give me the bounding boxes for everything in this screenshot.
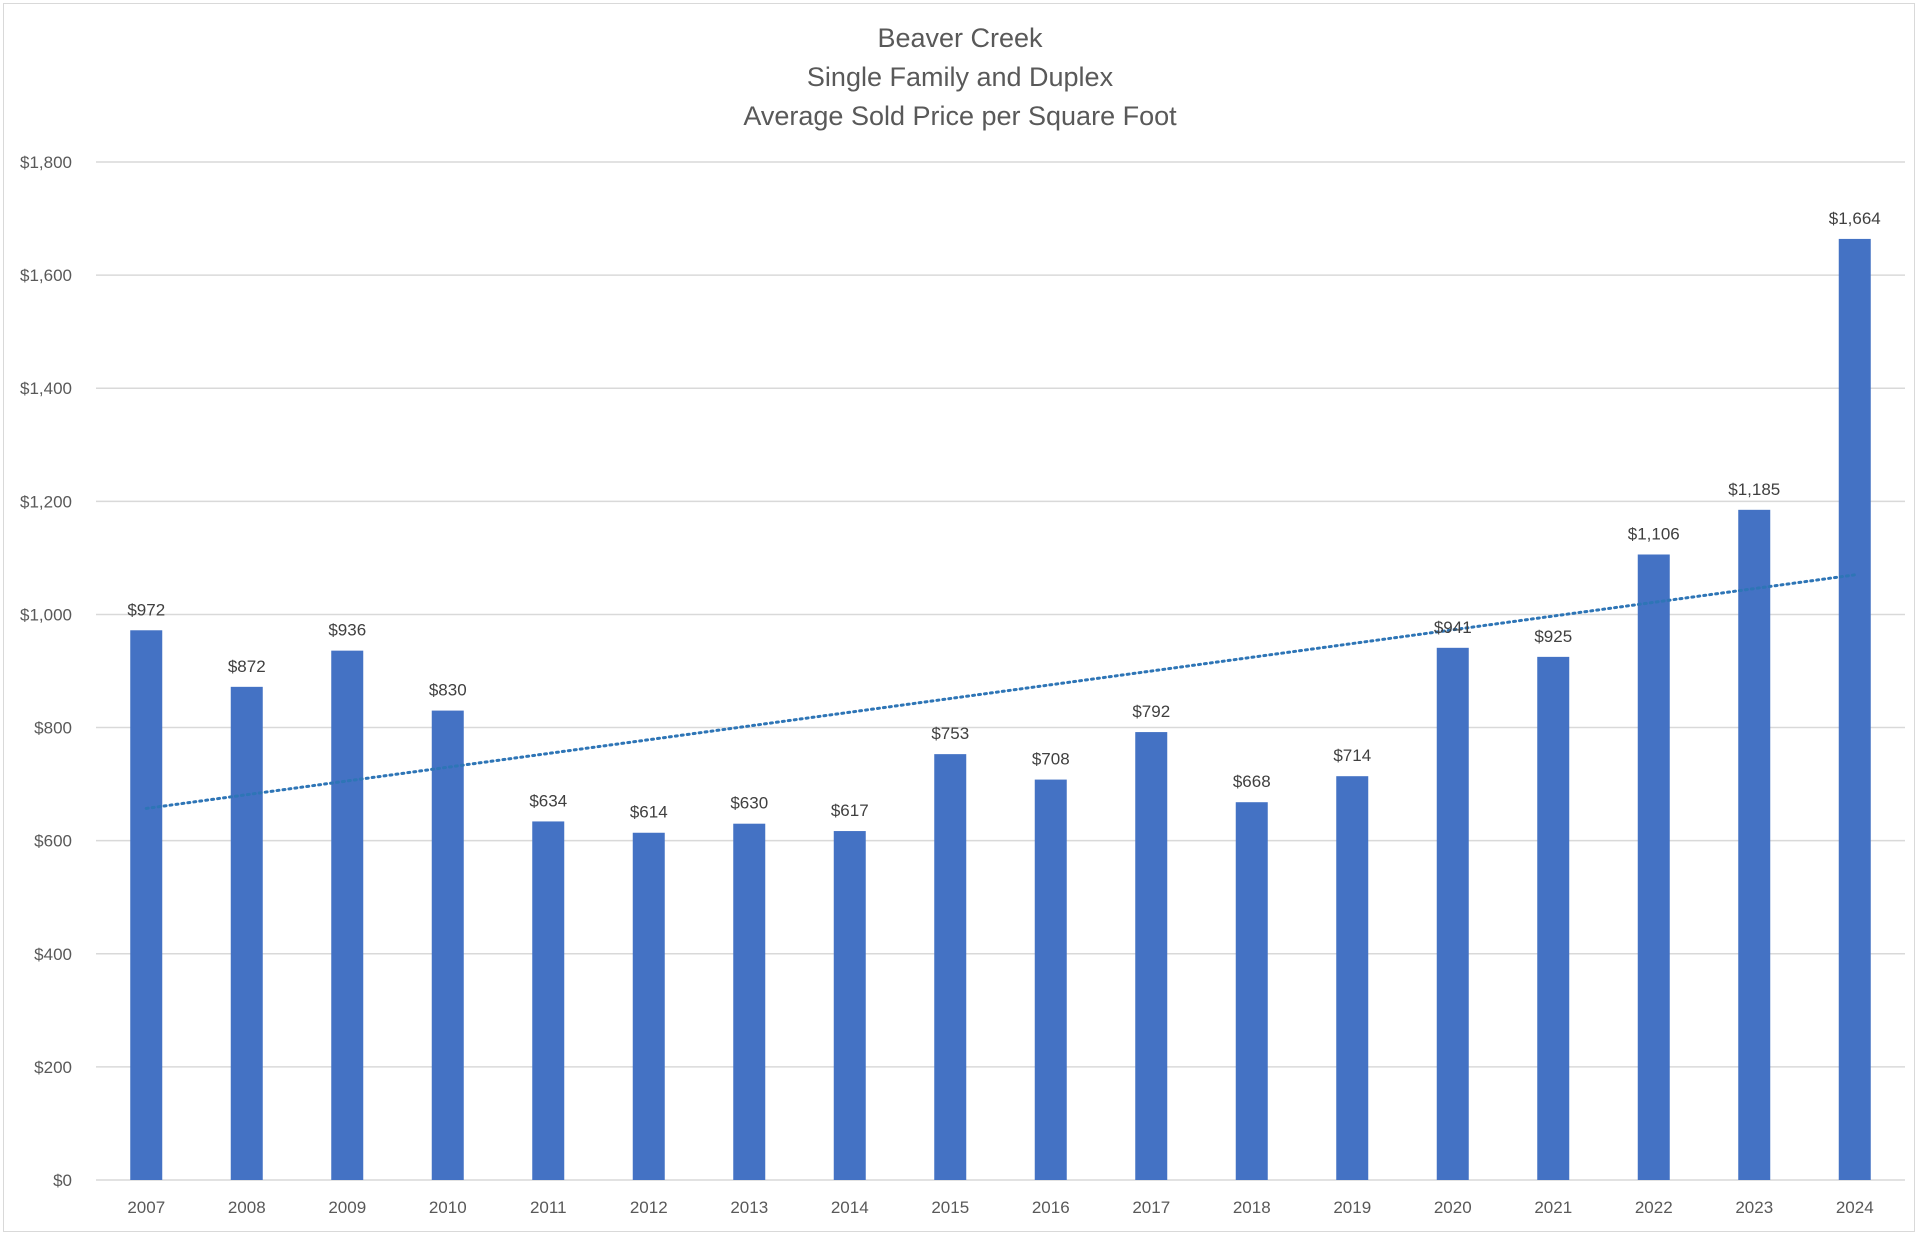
trendline (144, 573, 1857, 810)
bar (1738, 509, 1771, 1181)
x-tick-label: 2018 (1233, 1198, 1271, 1217)
x-tick-label: 2010 (429, 1198, 467, 1217)
bar (230, 686, 263, 1180)
x-tick-label: 2019 (1333, 1198, 1371, 1217)
data-label: $617 (831, 801, 869, 820)
x-tick-label: 2022 (1635, 1198, 1673, 1217)
data-label: $714 (1333, 746, 1371, 765)
bar (1637, 554, 1670, 1180)
x-tick-label: 2017 (1132, 1198, 1170, 1217)
y-tick-label: $400 (34, 945, 72, 964)
x-tick-label: 2013 (730, 1198, 768, 1217)
bar (1135, 732, 1168, 1180)
data-label: $614 (630, 803, 668, 822)
x-tick-label: 2007 (127, 1198, 165, 1217)
bar (532, 821, 565, 1180)
data-label: $941 (1434, 618, 1472, 637)
bar (1034, 779, 1067, 1180)
chart-title-line-1: Beaver Creek (877, 23, 1043, 53)
bar (632, 832, 665, 1180)
data-label: $830 (429, 681, 467, 700)
gridlines (96, 161, 1905, 1181)
y-tick-label: $0 (53, 1171, 72, 1190)
x-tick-label: 2015 (931, 1198, 969, 1217)
bars (130, 238, 1871, 1181)
bar (934, 754, 967, 1180)
y-tick-label: $800 (34, 719, 72, 738)
data-label: $872 (228, 657, 266, 676)
bar (130, 630, 163, 1180)
y-tick-label: $1,800 (20, 153, 72, 172)
y-tick-label: $1,600 (20, 266, 72, 285)
x-tick-label: 2008 (228, 1198, 266, 1217)
y-tick-label: $1,200 (20, 492, 72, 511)
bar (1838, 238, 1871, 1181)
x-tick-label: 2020 (1434, 1198, 1472, 1217)
data-label: $1,106 (1628, 524, 1680, 543)
data-label: $972 (127, 600, 165, 619)
data-label: $925 (1534, 627, 1572, 646)
labels: $0 $200 $400 $600 $800 $1,000 $1,200 $1,400 $1,6… (20, 153, 1881, 1217)
x-tick-label: 2021 (1534, 1198, 1572, 1217)
data-label: $753 (931, 724, 969, 743)
bar (331, 650, 364, 1180)
x-tick-label: 2024 (1836, 1198, 1874, 1217)
chart-title-line-3: Average Sold Price per Square Foot (743, 101, 1177, 131)
bar (1235, 802, 1268, 1180)
y-tick-label: $200 (34, 1058, 72, 1077)
bar (1537, 656, 1570, 1180)
x-tick-label: 2023 (1735, 1198, 1773, 1217)
bar (1336, 776, 1369, 1180)
bar (733, 823, 766, 1180)
data-label: $630 (730, 794, 768, 813)
data-label: $1,185 (1728, 480, 1780, 499)
x-tick-label: 2016 (1032, 1198, 1070, 1217)
data-label: $708 (1032, 750, 1070, 769)
trendline-layer (144, 573, 1857, 810)
bar (833, 831, 866, 1180)
x-tick-label: 2011 (530, 1198, 567, 1217)
y-tick-label: $1,400 (20, 379, 72, 398)
y-tick-label: $1,000 (20, 605, 72, 624)
bar (1436, 647, 1469, 1180)
data-label: $634 (529, 791, 567, 810)
chart-title-line-2: Single Family and Duplex (806, 62, 1114, 92)
bar (431, 710, 464, 1180)
data-label: $792 (1132, 702, 1170, 721)
data-label: $936 (328, 621, 366, 640)
data-label: $1,664 (1829, 209, 1881, 228)
x-tick-label: 2009 (328, 1198, 366, 1217)
x-tick-label: 2012 (630, 1198, 668, 1217)
data-label: $668 (1233, 772, 1271, 791)
x-tick-label: 2014 (831, 1198, 869, 1217)
y-tick-label: $600 (34, 832, 72, 851)
